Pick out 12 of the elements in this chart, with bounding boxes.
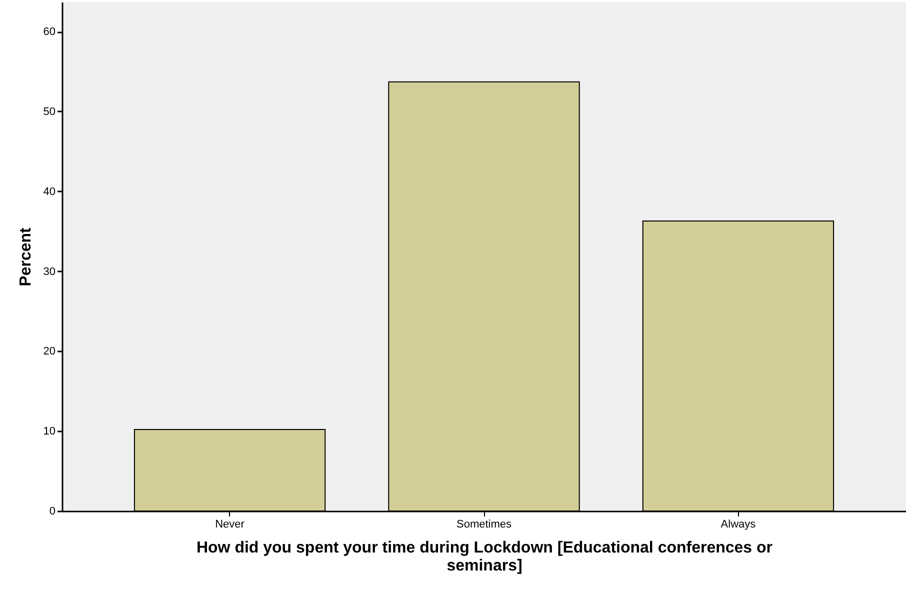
x-axis-title: How did you spent your time during Lockdown [Educational conferences or seminars] (196, 540, 773, 574)
y-tick-label: 10 (43, 426, 56, 438)
x-tick-label: Never (215, 518, 245, 530)
y-tick-label: 30 (43, 266, 56, 278)
x-tick-label: Always (720, 518, 756, 530)
y-tick-label: 20 (43, 346, 56, 358)
x-tick-label: Sometimes (456, 518, 512, 530)
y-tick-label: 40 (43, 186, 56, 198)
y-tick-label: 50 (43, 106, 56, 118)
y-axis-title: Percent (17, 226, 34, 286)
y-tick-label: 0 (49, 506, 56, 518)
y-tick-label: 60 (43, 26, 56, 38)
